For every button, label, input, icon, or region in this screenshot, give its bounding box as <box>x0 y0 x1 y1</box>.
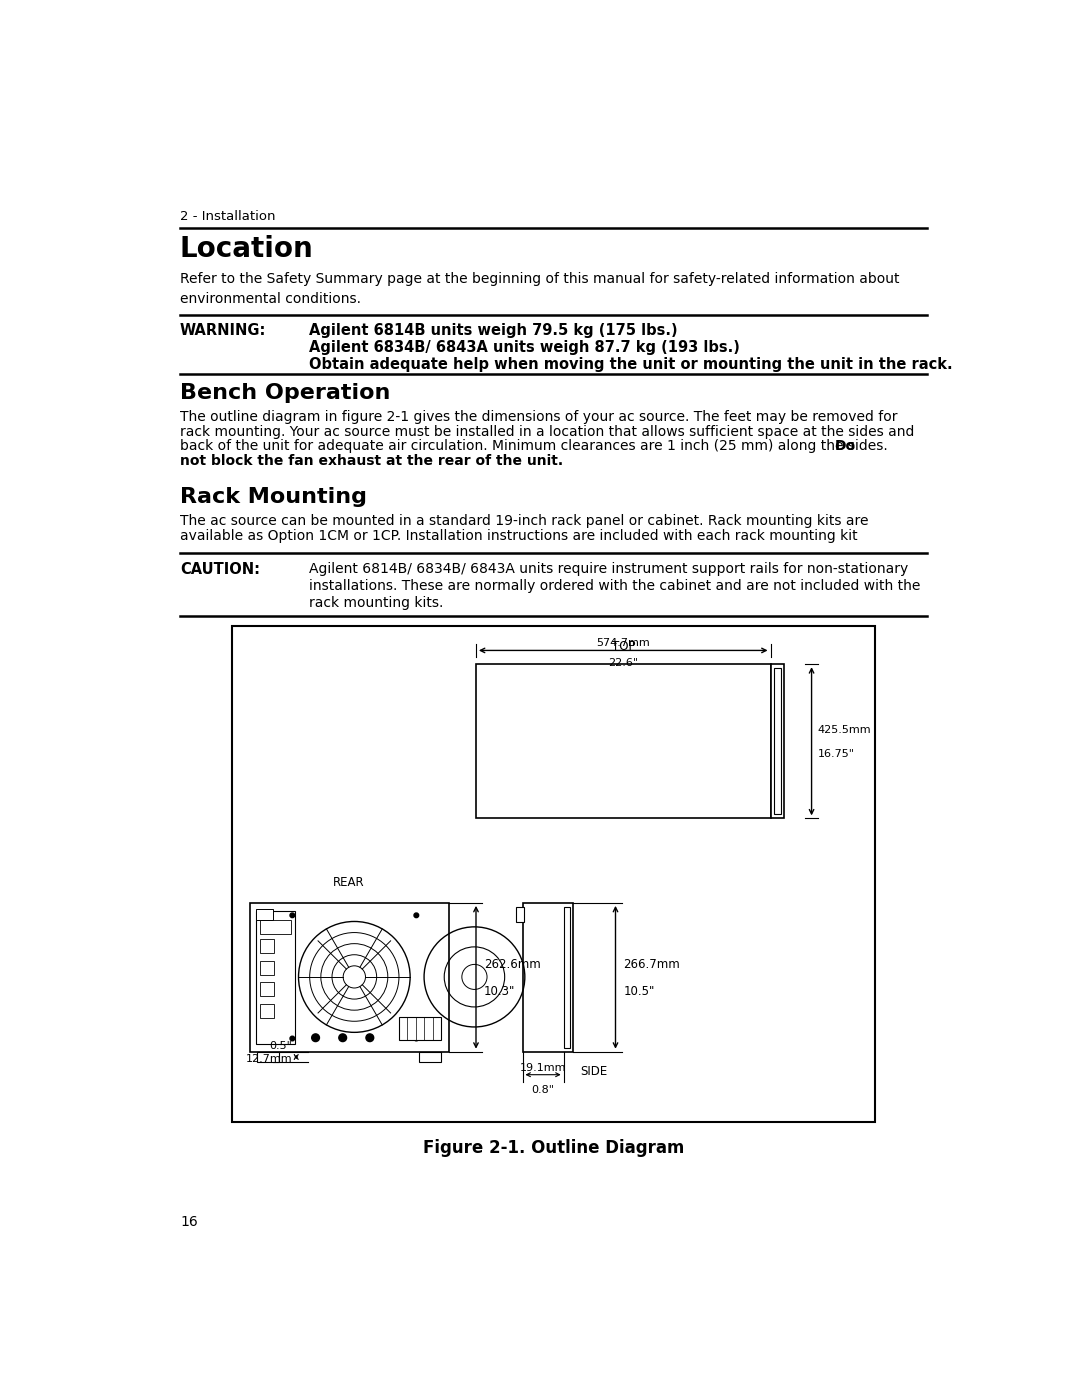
Text: CAUTION:: CAUTION: <box>180 562 260 577</box>
Bar <box>260 961 273 975</box>
Circle shape <box>414 914 419 918</box>
Text: 16: 16 <box>180 1215 198 1229</box>
Text: Agilent 6814B units weigh 79.5 kg (175 lbs.): Agilent 6814B units weigh 79.5 kg (175 l… <box>309 323 678 338</box>
Text: 0.5": 0.5" <box>269 1041 293 1051</box>
Bar <box>774 668 781 814</box>
Text: available as Option 1CM or 1CP. Installation instructions are included with each: available as Option 1CM or 1CP. Installa… <box>180 529 858 543</box>
Bar <box>399 1017 441 1039</box>
Text: 10.5": 10.5" <box>623 985 654 997</box>
Bar <box>256 911 295 1044</box>
Text: REAR: REAR <box>333 876 365 888</box>
Bar <box>419 1052 441 1062</box>
Bar <box>770 665 784 819</box>
Bar <box>249 902 449 1052</box>
Text: SIDE: SIDE <box>580 1066 607 1078</box>
Text: not block the fan exhaust at the rear of the unit.: not block the fan exhaust at the rear of… <box>180 454 563 468</box>
Bar <box>257 1052 279 1062</box>
Circle shape <box>366 1034 374 1042</box>
Text: 2 - Installation: 2 - Installation <box>180 210 275 224</box>
Text: 262.6mm: 262.6mm <box>484 958 540 971</box>
Circle shape <box>291 1037 295 1041</box>
Text: 0.8": 0.8" <box>531 1085 554 1095</box>
Text: 10.3": 10.3" <box>484 985 515 997</box>
Text: The outline diagram in figure 2-1 gives the dimensions of your ac source. The fe: The outline diagram in figure 2-1 gives … <box>180 411 897 425</box>
Text: WARNING:: WARNING: <box>180 323 267 338</box>
Text: 266.7mm: 266.7mm <box>623 958 680 971</box>
Text: 19.1mm: 19.1mm <box>519 1063 566 1073</box>
Text: 12.7mm: 12.7mm <box>246 1053 293 1063</box>
Circle shape <box>339 1034 347 1042</box>
Bar <box>523 902 572 1052</box>
Text: rack mounting kits.: rack mounting kits. <box>309 595 444 609</box>
Text: Bench Operation: Bench Operation <box>180 383 390 404</box>
Circle shape <box>414 1037 419 1041</box>
Text: Obtain adequate help when moving the unit or mounting the unit in the rack.: Obtain adequate help when moving the uni… <box>309 358 953 372</box>
Text: 16.75": 16.75" <box>818 749 854 759</box>
Text: installations. These are normally ordered with the cabinet and are not included : installations. These are normally ordere… <box>309 578 921 592</box>
Text: 574.7mm: 574.7mm <box>596 638 650 648</box>
Bar <box>476 665 770 819</box>
Bar <box>516 907 524 922</box>
Text: 425.5mm: 425.5mm <box>818 725 872 735</box>
Text: The ac source can be mounted in a standard 19-inch rack panel or cabinet. Rack m: The ac source can be mounted in a standa… <box>180 514 868 528</box>
Bar <box>232 626 875 1122</box>
Bar <box>564 907 570 1048</box>
Text: Agilent 6814B/ 6834B/ 6843A units require instrument support rails for non-stati: Agilent 6814B/ 6834B/ 6843A units requir… <box>309 562 908 576</box>
Text: Figure 2-1. Outline Diagram: Figure 2-1. Outline Diagram <box>422 1140 685 1157</box>
Text: rack mounting. Your ac source must be installed in a location that allows suffic: rack mounting. Your ac source must be in… <box>180 425 915 439</box>
Bar <box>260 982 273 996</box>
Bar <box>260 921 291 933</box>
Text: back of the unit for adequate air circulation. Minimum clearances are 1 inch (25: back of the unit for adequate air circul… <box>180 440 892 454</box>
Bar <box>260 939 273 953</box>
Bar <box>256 909 273 921</box>
Circle shape <box>291 914 295 918</box>
Text: Refer to the Safety Summary page at the beginning of this manual for safety-rela: Refer to the Safety Summary page at the … <box>180 271 900 306</box>
Text: TOP: TOP <box>611 640 635 652</box>
Text: Location: Location <box>180 236 313 264</box>
Bar <box>260 1004 273 1018</box>
Circle shape <box>312 1034 320 1042</box>
Text: Rack Mounting: Rack Mounting <box>180 488 367 507</box>
Text: 22.6": 22.6" <box>608 658 638 668</box>
Text: Agilent 6834B/ 6843A units weigh 87.7 kg (193 lbs.): Agilent 6834B/ 6843A units weigh 87.7 kg… <box>309 339 740 355</box>
Text: Do: Do <box>835 440 856 454</box>
